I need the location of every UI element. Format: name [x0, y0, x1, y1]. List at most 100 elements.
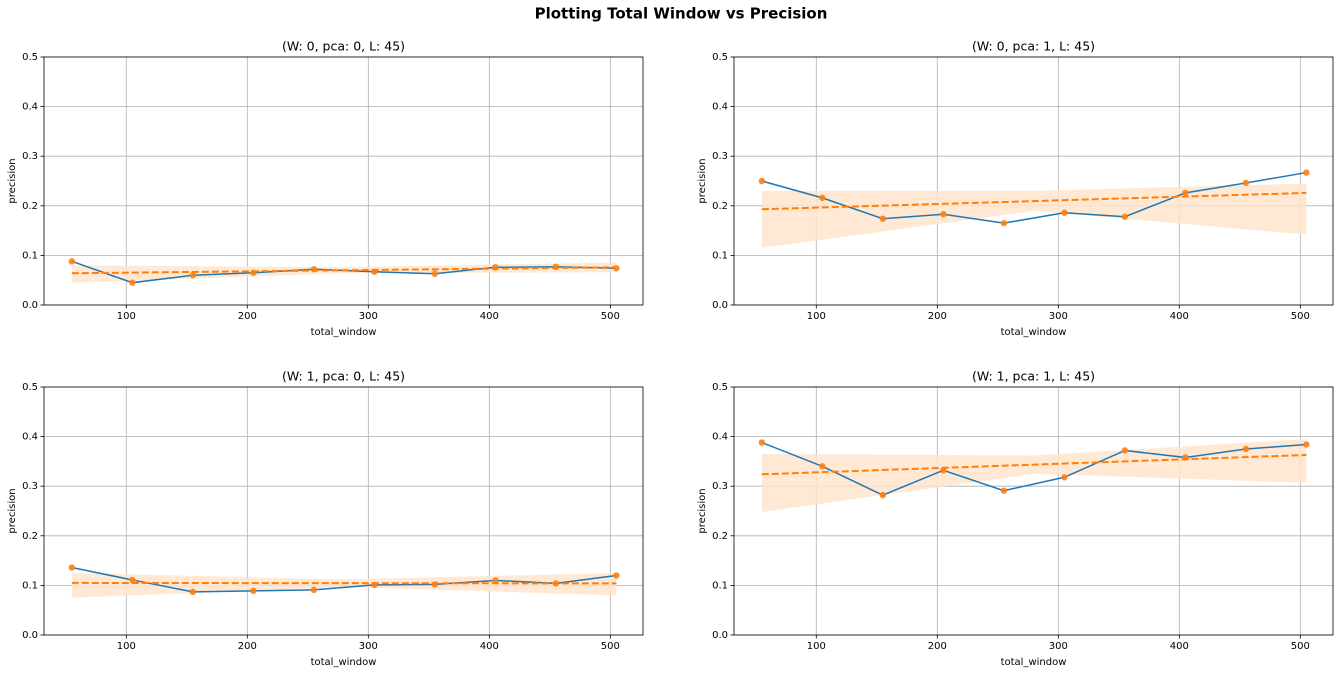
axes-frame	[733, 386, 1334, 636]
y-tick-label: 0.4	[712, 102, 728, 113]
subplot: (W: 1, pca: 1, L: 45) total_window precisi…	[697, 369, 1334, 668]
data-point	[68, 564, 76, 571]
data-point	[492, 577, 499, 584]
data-point	[1061, 474, 1068, 481]
x-tick-label: 300	[1049, 311, 1068, 322]
data-point	[819, 463, 826, 470]
y-axis-label: precision	[7, 488, 18, 533]
y-tick-label: 0.3	[22, 481, 38, 492]
data-point	[1242, 179, 1250, 187]
y-tick-label: 0.2	[22, 201, 38, 212]
y-tick-label: 0.1	[712, 250, 728, 261]
data-point	[250, 587, 257, 595]
y-tick-label: 0.2	[22, 531, 38, 542]
figure-title: Plotting Total Window vs Precision	[535, 5, 828, 23]
y-tick-label: 0.0	[712, 300, 728, 311]
data-point	[68, 258, 76, 265]
axes-frame	[43, 386, 644, 636]
data-point	[879, 215, 887, 222]
y-tick-label: 0.0	[22, 630, 38, 641]
data-point	[758, 177, 766, 185]
data-point	[1303, 169, 1310, 176]
data-point	[1242, 445, 1250, 453]
subplot-title: (W: 0, pca: 1, L: 45)	[972, 39, 1095, 54]
subplot: (W: 0, pca: 0, L: 45) total_window precisi…	[7, 39, 644, 338]
y-tick-label: 0.5	[22, 52, 38, 63]
data-point	[552, 263, 560, 271]
x-tick-label: 500	[601, 641, 620, 652]
x-tick-label: 400	[1170, 311, 1189, 322]
y-tick-label: 0.5	[22, 382, 38, 393]
x-tick-label: 400	[1170, 641, 1189, 652]
y-tick-label: 0.3	[712, 151, 728, 162]
data-point	[1121, 447, 1129, 454]
y-tick-label: 0.3	[712, 481, 728, 492]
data-point	[758, 439, 766, 446]
axes-frame	[733, 56, 1334, 306]
data-line	[761, 171, 1307, 224]
data-point	[189, 272, 197, 279]
y-tick-label: 0.4	[22, 102, 38, 113]
fit-line	[71, 266, 617, 275]
confidence-band	[71, 262, 617, 283]
y-tick-label: 0.1	[22, 580, 38, 591]
data-point	[129, 576, 136, 584]
data-point	[431, 581, 439, 588]
subplot-title: (W: 1, pca: 0, L: 45)	[282, 369, 405, 384]
data-point	[431, 270, 439, 277]
x-axis-label: total_window	[311, 327, 377, 338]
data-point	[1303, 441, 1310, 448]
data-point	[1000, 487, 1008, 494]
subplot-title: (W: 0, pca: 0, L: 45)	[282, 39, 405, 54]
x-tick-label: 300	[1049, 641, 1068, 652]
data-line	[71, 566, 617, 593]
subplot: (W: 0, pca: 1, L: 45) total_window precisi…	[697, 39, 1334, 338]
data-point	[940, 211, 947, 218]
x-tick-label: 100	[117, 311, 136, 322]
data-point	[819, 194, 826, 202]
y-tick-label: 0.3	[22, 151, 38, 162]
data-point	[879, 491, 887, 499]
x-tick-label: 400	[480, 641, 499, 652]
confidence-band	[761, 439, 1307, 512]
x-tick-label: 200	[238, 311, 257, 322]
x-tick-label: 200	[238, 641, 257, 652]
data-point	[189, 588, 197, 596]
x-tick-label: 100	[807, 641, 826, 652]
data-point	[129, 279, 136, 286]
x-tick-label: 100	[117, 641, 136, 652]
y-tick-label: 0.4	[712, 432, 728, 443]
subplot: (W: 1, pca: 0, L: 45) total_window precisi…	[7, 369, 644, 668]
y-tick-label: 0.5	[712, 382, 728, 393]
y-tick-label: 0.4	[22, 432, 38, 443]
x-tick-label: 500	[1291, 641, 1310, 652]
x-tick-label: 300	[359, 641, 378, 652]
fit-line	[761, 191, 1307, 211]
y-axis-label: precision	[7, 158, 18, 203]
y-tick-label: 0.2	[712, 201, 728, 212]
data-point	[613, 572, 620, 579]
y-tick-label: 0.0	[22, 300, 38, 311]
data-point	[1121, 213, 1129, 220]
y-tick-label: 0.1	[22, 250, 38, 261]
x-tick-label: 300	[359, 311, 378, 322]
fit-line	[761, 453, 1307, 476]
data-point	[1000, 219, 1008, 227]
y-axis-label: precision	[697, 158, 708, 203]
y-tick-label: 0.5	[712, 52, 728, 63]
y-tick-label: 0.2	[712, 531, 728, 542]
y-tick-label: 0.1	[712, 580, 728, 591]
x-tick-label: 500	[601, 311, 620, 322]
axes-frame	[43, 56, 644, 306]
x-axis-label: total_window	[1001, 657, 1067, 668]
x-tick-label: 200	[928, 641, 947, 652]
data-point	[1182, 189, 1189, 197]
subplot-title: (W: 1, pca: 1, L: 45)	[972, 369, 1095, 384]
y-axis-label: precision	[697, 488, 708, 533]
data-point	[310, 586, 318, 594]
data-point	[1061, 209, 1068, 216]
x-axis-label: total_window	[1001, 327, 1067, 338]
x-tick-label: 400	[480, 311, 499, 322]
